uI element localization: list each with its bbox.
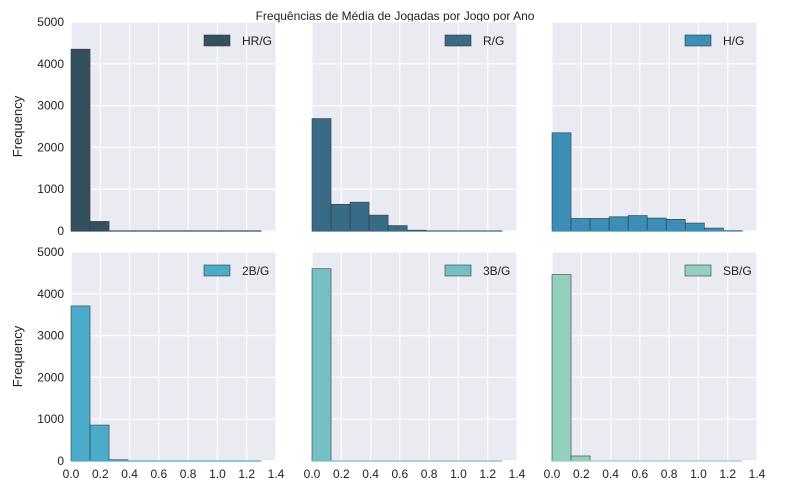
y-tick-label: 2000	[37, 370, 64, 384]
histogram-bar	[570, 218, 591, 232]
panel-h-g: H/G	[551, 21, 758, 232]
y-tick-label: 0	[57, 224, 64, 238]
x-tick-label: 0.8	[421, 467, 438, 481]
x-tick-label: 0.8	[180, 467, 197, 481]
y-tick-label: 2000	[37, 140, 64, 154]
legend-swatch	[684, 264, 712, 277]
panel-background	[312, 22, 517, 231]
x-tick-label: 0.0	[63, 467, 80, 481]
x-tick-label: 1.2	[238, 467, 255, 481]
y-axis-label: Frequency	[10, 325, 25, 387]
y-tick-label: 1000	[37, 412, 64, 426]
histogram-bar	[665, 218, 686, 232]
x-tick-label: 0.6	[632, 467, 649, 481]
histogram-bar	[70, 48, 91, 232]
legend-label: 3B/G	[483, 264, 510, 278]
panel-2b-g: 2B/G 0 1000 2000 3000 4000 5000 Frequency 0.0 0.2…	[10, 245, 285, 481]
y-tick-label: 5000	[37, 245, 64, 259]
panel-background	[552, 252, 757, 461]
legend-label: 2B/G	[242, 264, 269, 278]
x-tick-label: 0.4	[121, 467, 138, 481]
legend-swatch	[203, 264, 231, 277]
histogram-bar	[608, 216, 629, 232]
x-tick-label: 0.6	[392, 467, 409, 481]
histogram-bar	[627, 215, 648, 232]
x-tick-label: 0.0	[304, 467, 321, 481]
x-tick-label: 1.0	[209, 467, 226, 481]
x-tick-label: 0.0	[544, 467, 561, 481]
x-tick-label: 1.2	[719, 467, 736, 481]
legend-swatch	[444, 264, 472, 277]
y-tick-label: 4000	[37, 287, 64, 301]
histogram-bar	[330, 203, 351, 232]
x-tick-label: 1.0	[690, 467, 707, 481]
histogram-bar	[684, 222, 705, 232]
legend-swatch	[684, 34, 712, 47]
x-tick-label: 1.0	[450, 467, 467, 481]
x-tick-label: 0.4	[602, 467, 619, 481]
histogram-bar	[311, 268, 332, 462]
histogram-bar	[70, 305, 91, 462]
panel-background	[552, 22, 757, 231]
histogram-bar	[349, 201, 370, 232]
panel-background	[71, 22, 276, 231]
chart-title: Frequências de Média de Jogadas por Jogo…	[256, 9, 535, 23]
x-tick-label: 0.2	[333, 467, 350, 481]
y-axis-label: Frequency	[10, 95, 25, 157]
histogram-bar	[311, 118, 332, 232]
legend-swatch	[203, 34, 231, 47]
x-tick-label: 0.8	[661, 467, 678, 481]
histogram-bar	[551, 274, 572, 462]
legend-label: SB/G	[723, 264, 752, 278]
panel-hr-g: HR/G 0 1000 2000 3000 4000 5000 Frequency	[10, 15, 277, 238]
y-tick-label: 5000	[37, 15, 64, 29]
histogram-bar	[646, 217, 667, 232]
panel-3b-g: 3B/G 0.0 0.2 0.4 0.6 0.8 1.0 1.2 1.4	[304, 251, 526, 481]
histogram-bar	[589, 218, 610, 232]
y-tick-label: 0	[57, 454, 64, 468]
legend-label: R/G	[483, 34, 504, 48]
x-tick-label: 1.2	[479, 467, 496, 481]
histogram-bar	[368, 214, 389, 232]
x-tick-label: 0.4	[362, 467, 379, 481]
panel-r-g: R/G	[311, 21, 518, 232]
x-tick-label: 0.2	[92, 467, 109, 481]
x-tick-label: 1.4	[268, 467, 285, 481]
panel-background	[312, 252, 517, 461]
histogram-bar	[570, 455, 591, 462]
histogram-bar	[551, 132, 572, 232]
legend-label: HR/G	[242, 34, 272, 48]
panel-sb-g: SB/G 0.0 0.2 0.4 0.6 0.8 1.0 1.2 1.4	[544, 251, 766, 481]
y-tick-label: 3000	[37, 99, 64, 113]
histogram-bar	[387, 225, 408, 232]
legend-swatch	[444, 34, 472, 47]
x-tick-label: 1.4	[749, 467, 766, 481]
x-tick-label: 0.6	[151, 467, 168, 481]
y-tick-label: 3000	[37, 329, 64, 343]
histogram-bar	[89, 424, 110, 462]
x-tick-label: 1.4	[509, 467, 526, 481]
legend-label: H/G	[723, 34, 744, 48]
y-tick-label: 1000	[37, 182, 64, 196]
histogram-bar	[89, 221, 110, 232]
panels: HR/G 0 1000 2000 3000 4000 5000 Frequency R/G H/G…	[10, 15, 766, 481]
y-tick-label: 4000	[37, 57, 64, 71]
x-tick-label: 0.2	[573, 467, 590, 481]
